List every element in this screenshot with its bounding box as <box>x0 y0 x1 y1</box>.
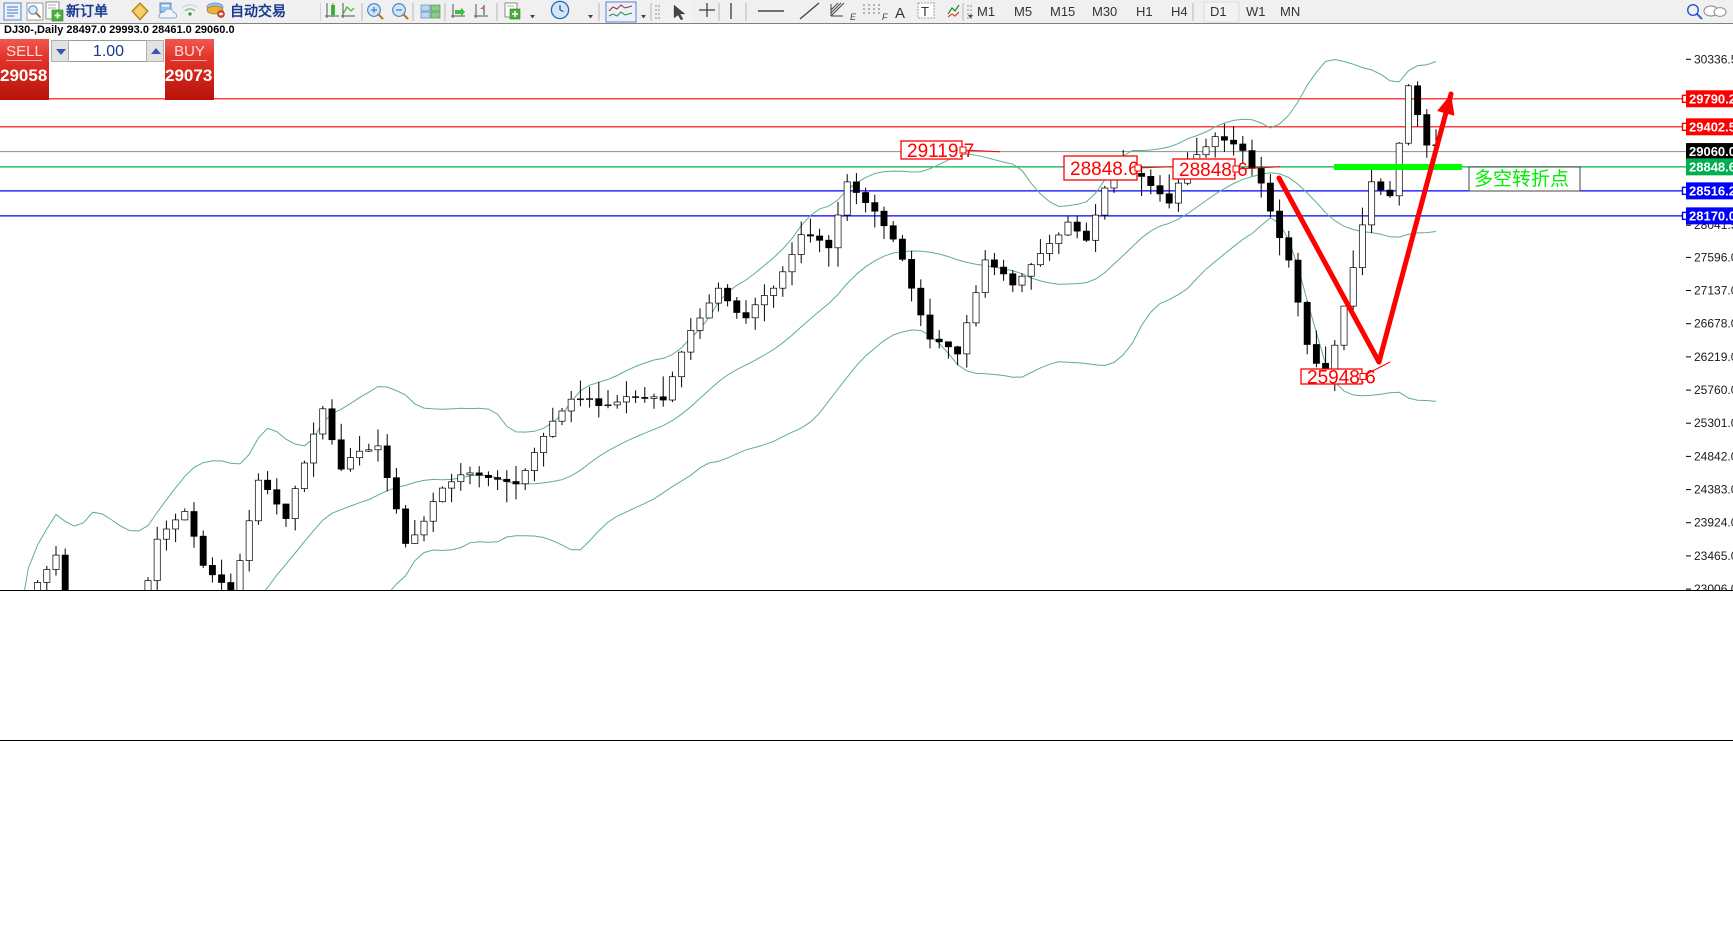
svg-text:28848.6: 28848.6 <box>1070 159 1139 180</box>
svg-text:W1: W1 <box>1246 4 1266 19</box>
svg-text:多空转折点: 多空转折点 <box>1474 168 1569 190</box>
svg-text:M30: M30 <box>1092 4 1117 19</box>
svg-text:M1: M1 <box>977 4 995 19</box>
svg-text:E: E <box>850 12 857 22</box>
svg-text:H4: H4 <box>1171 4 1188 19</box>
svg-text:M5: M5 <box>1014 4 1032 19</box>
svg-text:28516.2: 28516.2 <box>1689 183 1733 198</box>
svg-text:27137.0: 27137.0 <box>1694 284 1733 298</box>
svg-text:M15: M15 <box>1050 4 1075 19</box>
svg-text:新订单: 新订单 <box>66 3 108 19</box>
svg-text:T: T <box>921 4 929 19</box>
svg-text:24842.0: 24842.0 <box>1694 449 1733 463</box>
svg-text:23006.0: 23006.0 <box>1694 582 1733 590</box>
svg-text:28848.6: 28848.6 <box>1689 159 1733 174</box>
svg-text:28170.0: 28170.0 <box>1689 208 1733 223</box>
svg-text:23465.0: 23465.0 <box>1694 549 1733 563</box>
svg-text:F: F <box>882 12 888 22</box>
svg-text:26678.0: 26678.0 <box>1694 317 1733 331</box>
svg-text:H1: H1 <box>1136 4 1153 19</box>
svg-text:D1: D1 <box>1210 4 1227 19</box>
svg-text:26219.0: 26219.0 <box>1694 350 1733 364</box>
svg-text:MN: MN <box>1280 4 1300 19</box>
svg-text:29060.0: 29060.0 <box>1689 144 1733 159</box>
svg-text:29402.5: 29402.5 <box>1689 119 1733 134</box>
svg-text:24383.0: 24383.0 <box>1694 483 1733 497</box>
svg-text:25301.0: 25301.0 <box>1694 416 1733 430</box>
svg-text:自动交易: 自动交易 <box>230 3 286 19</box>
svg-text:27596.0: 27596.0 <box>1694 250 1733 264</box>
svg-text:25760.0: 25760.0 <box>1694 383 1733 397</box>
svg-text:29790.2: 29790.2 <box>1689 91 1733 106</box>
svg-text:A: A <box>895 5 905 22</box>
svg-text:23924.0: 23924.0 <box>1694 516 1733 530</box>
svg-text:30336.5: 30336.5 <box>1694 52 1733 66</box>
